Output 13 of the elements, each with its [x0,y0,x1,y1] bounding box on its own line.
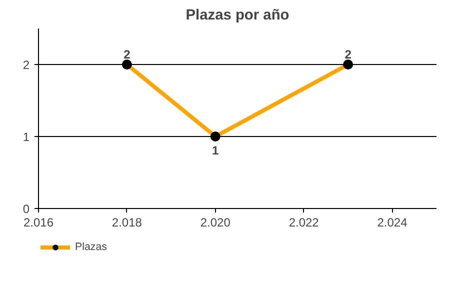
x-tick-label: 2.016 [23,216,54,230]
x-tick-label: 2.022 [288,216,320,230]
x-tick-label: 2.020 [200,216,231,230]
y-tick-label: 1 [22,130,30,144]
y-tick-label: 2 [22,58,30,72]
data-label: 1 [212,144,220,158]
y-tick-label: 0 [22,202,30,216]
data-label: 2 [124,48,131,62]
x-tick-label: 2.018 [112,216,142,230]
chart-title: Plazas por año [186,8,290,24]
legend-label: Plazas [75,241,107,253]
data-label: 2 [344,48,352,62]
x-tick-label: 2.024 [377,216,408,230]
